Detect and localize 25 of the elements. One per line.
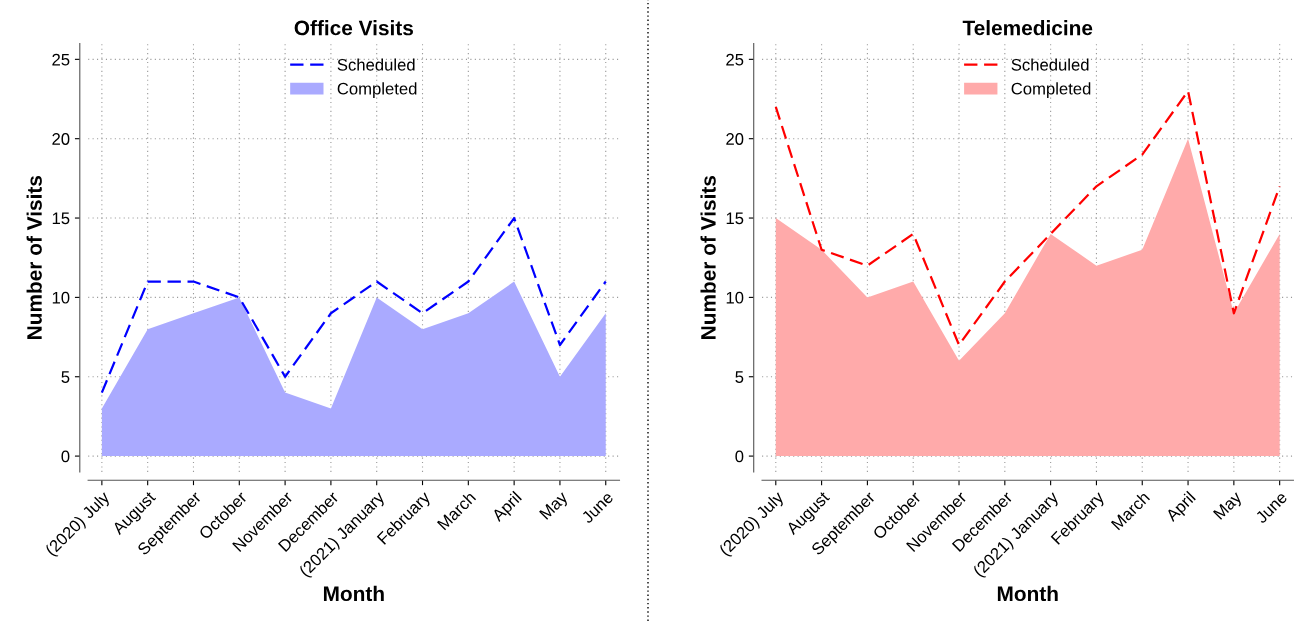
y-tick-label: 0 <box>61 450 70 463</box>
y-tick-label: 20 <box>52 133 70 145</box>
x-tick-label: May <box>1213 490 1245 523</box>
y-tick-label: 15 <box>52 212 70 225</box>
y-axis-title: Number of Visits <box>26 175 42 339</box>
legend-label: Completed <box>1011 82 1091 98</box>
x-tick-label: May <box>539 490 571 523</box>
y-tick-label: 5 <box>735 371 744 383</box>
y-tick-label: 25 <box>52 53 70 66</box>
y-tick-label: 10 <box>52 291 70 304</box>
legend-label: Scheduled <box>337 58 415 71</box>
y-tick-label: 5 <box>61 371 70 383</box>
chart-title: Telemedicine <box>962 20 1093 36</box>
chart-title: Office Visits <box>294 20 413 36</box>
legend-label: Completed <box>337 82 417 98</box>
y-tick-label: 20 <box>726 133 744 145</box>
y-axis-title: Number of Visits <box>700 175 716 339</box>
y-tick-label: 25 <box>726 53 744 66</box>
line-series <box>100 216 607 394</box>
y-tick-label: 10 <box>726 291 744 304</box>
x-axis-title: Month <box>323 585 384 602</box>
y-tick-label: 0 <box>735 450 744 463</box>
x-axis-title: Month <box>997 585 1058 602</box>
legend-label: Scheduled <box>1011 58 1089 71</box>
y-tick-label: 15 <box>726 212 744 225</box>
